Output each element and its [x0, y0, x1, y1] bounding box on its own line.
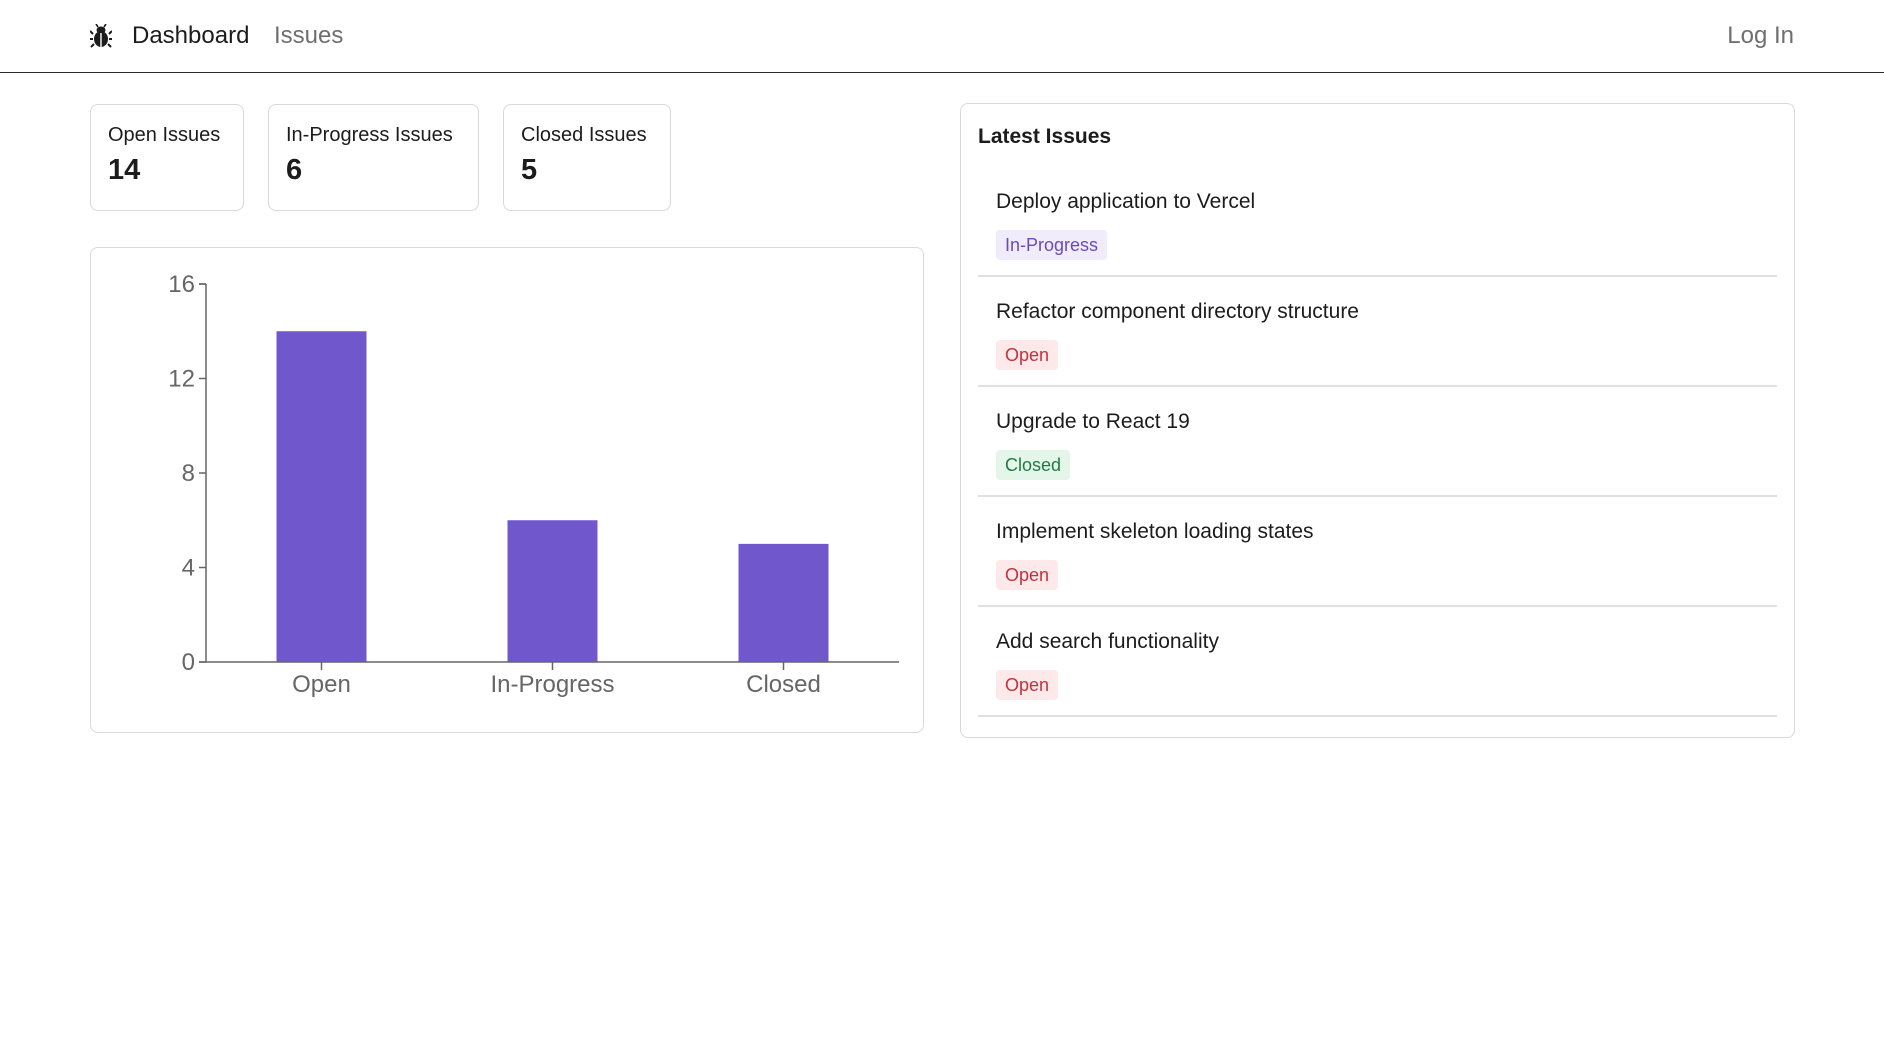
- stat-card-open[interactable]: Open Issues 14: [90, 104, 244, 211]
- y-tick-label: 12: [168, 366, 195, 393]
- bar-open: [276, 331, 367, 662]
- stat-label: Closed Issues: [521, 124, 647, 146]
- y-tick-label: 8: [182, 460, 195, 487]
- latest-issues-title: Latest Issues: [978, 125, 1112, 148]
- y-tick-label: 16: [168, 271, 195, 298]
- bug-icon[interactable]: [90, 24, 112, 48]
- x-tick-label: Open: [292, 671, 351, 698]
- status-badge: In-Progress: [996, 230, 1108, 260]
- status-badge: Closed: [996, 450, 1071, 480]
- issue-row: Add search functionality Open: [978, 607, 1777, 717]
- issue-title-link[interactable]: Deploy application to Vercel: [996, 190, 1256, 213]
- y-tick-label: 4: [182, 555, 195, 582]
- bar-closed: [738, 543, 829, 662]
- x-tick-label: In-Progress: [490, 671, 614, 698]
- stat-label: In-Progress Issues: [286, 124, 453, 146]
- issue-title-link[interactable]: Refactor component directory structure: [996, 300, 1359, 323]
- stat-value: 6: [286, 154, 303, 186]
- stat-value: 14: [108, 154, 141, 186]
- stat-card-in-progress[interactable]: In-Progress Issues 6: [268, 104, 479, 211]
- status-badge: Open: [996, 560, 1059, 590]
- bar-in-progress: [507, 520, 598, 662]
- issue-list: Deploy application to Vercel In-Progress…: [978, 167, 1777, 717]
- issue-title-link[interactable]: Upgrade to React 19: [996, 410, 1190, 433]
- stat-card-closed[interactable]: Closed Issues 5: [503, 104, 671, 211]
- issue-row: Refactor component directory structure O…: [978, 277, 1777, 387]
- top-nav: Dashboard Issues Log In: [0, 0, 1884, 73]
- login-link[interactable]: Log In: [1727, 22, 1794, 49]
- issue-row: Deploy application to Vercel In-Progress: [978, 167, 1777, 277]
- x-tick-label: Closed: [746, 671, 821, 698]
- nav-dashboard-link[interactable]: Dashboard: [132, 22, 250, 49]
- issue-title-link[interactable]: Implement skeleton loading states: [996, 520, 1314, 543]
- y-tick-label: 0: [182, 649, 195, 676]
- issue-status-chart-card: 0 4 8 12 16 Open In-Progress Closed: [90, 247, 924, 733]
- status-badge: Open: [996, 670, 1059, 700]
- stat-label: Open Issues: [108, 124, 221, 146]
- latest-issues-panel: Latest Issues Deploy application to Verc…: [960, 103, 1795, 738]
- status-badge: Open: [996, 340, 1059, 370]
- stat-value: 5: [521, 154, 538, 186]
- issue-row: Upgrade to React 19 Closed: [978, 387, 1777, 497]
- issue-row: Implement skeleton loading states Open: [978, 497, 1777, 607]
- issue-title-link[interactable]: Add search functionality: [996, 630, 1219, 653]
- issue-status-bar-chart: 0 4 8 12 16 Open In-Progress Closed: [168, 271, 899, 698]
- nav-issues-link[interactable]: Issues: [274, 22, 344, 49]
